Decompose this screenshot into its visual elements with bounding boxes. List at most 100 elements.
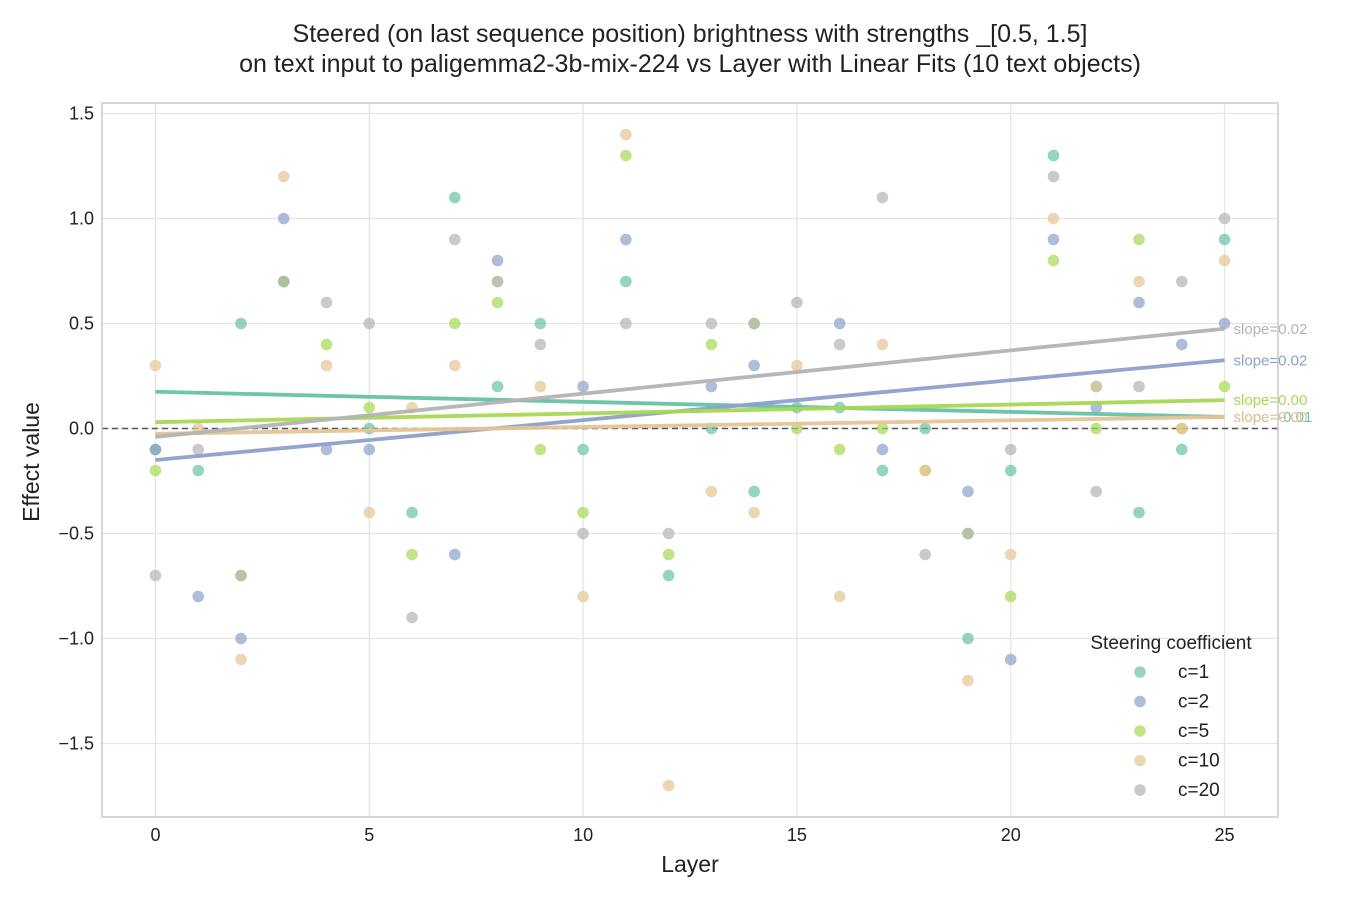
point-c10-0: [149, 359, 162, 372]
x-axis-label: Layer: [661, 851, 719, 877]
slope-label-c20: slope=0.02: [1234, 321, 1308, 338]
point-c1-24: [1218, 233, 1231, 246]
point-c20-8: [491, 275, 504, 288]
point-c20-12: [662, 527, 675, 540]
x-tick-label-4: 20: [1001, 825, 1021, 845]
point-c5-15: [833, 443, 846, 456]
point-c20-19: [962, 527, 974, 540]
point-c2-10: [705, 380, 718, 393]
y-tick-labels: −1.5 −1.0 −0.5 0.0 0.5 1.0 1.5: [58, 104, 94, 754]
point-c10-19: [962, 674, 974, 687]
legend: Steering coefficient c=1 c=2 c=5 c=10 c=20: [1090, 633, 1252, 801]
point-c2-13: [876, 443, 889, 456]
point-c20-17: [876, 191, 889, 204]
point-c10-5: [363, 506, 376, 519]
point-c5-8: [534, 443, 547, 456]
chart-title-line-2: on text input to paligemma2-3b-mix-224 v…: [239, 50, 1141, 78]
slope-label-c2: slope=0.02: [1234, 352, 1308, 369]
legend-marker-c20: [1134, 784, 1146, 796]
point-c10-13: [705, 485, 718, 498]
legend-marker-c2: [1134, 695, 1146, 708]
fit-line-c10: [155, 415, 1225, 436]
legend-label-c1: c=1: [1178, 662, 1209, 683]
point-c1-18: [962, 632, 974, 645]
point-c2-12: [833, 317, 846, 330]
point-c1-1: [192, 464, 205, 477]
point-c20-5: [363, 317, 376, 330]
point-c10-2: [235, 653, 247, 666]
point-c10-7: [449, 359, 461, 372]
point-c1-2: [235, 317, 247, 330]
point-c10-21: [1047, 212, 1060, 225]
point-c20-25: [1218, 212, 1231, 225]
point-c10-11: [620, 128, 632, 141]
legend-label-c5: c=5: [1178, 721, 1209, 742]
point-c20-7: [449, 233, 461, 246]
point-c5-20: [1047, 254, 1060, 267]
fit-line-c20: [155, 326, 1225, 439]
point-c5-9: [577, 506, 589, 519]
point-c2-20: [1218, 317, 1231, 330]
x-tick-label-2: 10: [573, 825, 593, 845]
point-c5-22: [1133, 233, 1145, 246]
slope-label-c1: slope=-0.01: [1234, 409, 1313, 426]
x-tick-label-0: 0: [150, 825, 160, 845]
point-c2-4: [320, 443, 333, 456]
point-c2-1: [192, 590, 205, 603]
point-c2-15: [1004, 653, 1017, 666]
point-c1-5: [406, 506, 418, 519]
point-c2-9: [620, 233, 632, 246]
point-c20-20: [1004, 443, 1017, 456]
point-c20-15: [791, 296, 803, 309]
legend-label-c2: c=2: [1178, 692, 1209, 713]
point-c10-25: [1218, 254, 1231, 267]
point-c2-19: [1175, 338, 1188, 351]
point-c10-15: [791, 359, 803, 372]
y-axis-label: Effect value: [18, 402, 44, 522]
legend-marker-c1: [1134, 666, 1146, 678]
point-c10-24: [1175, 422, 1188, 435]
point-c10-3: [277, 170, 290, 183]
point-c20-16: [833, 338, 846, 351]
scatter-points: [149, 128, 1231, 792]
point-c20-0: [149, 569, 162, 582]
x-tick-label-1: 5: [364, 825, 374, 845]
legend-marker-c5: [1134, 725, 1146, 737]
y-tick-label-4: 0.5: [69, 314, 94, 334]
slope-label-c10: slope=0.00: [1234, 409, 1308, 426]
point-c20-11: [620, 317, 632, 330]
slope-labels: slope=-0.01slope=0.02slope=0.00slope=0.0…: [1234, 321, 1313, 426]
point-c2-7: [491, 254, 504, 267]
point-c10-23: [1133, 275, 1145, 288]
point-c2-6: [449, 548, 461, 561]
legend-label-c10: c=10: [1178, 751, 1220, 772]
fit-lines: [155, 326, 1225, 462]
point-c5-0: [149, 464, 162, 477]
point-c2-0: [149, 443, 162, 456]
y-tick-label-5: 1.0: [69, 209, 94, 229]
point-c2-5: [363, 443, 376, 456]
point-c10-20: [1004, 548, 1017, 561]
point-c20-2: [235, 569, 247, 582]
legend-title: Steering coefficient: [1090, 633, 1252, 654]
x-tick-label-5: 25: [1215, 825, 1235, 845]
fit-line-c1: [155, 389, 1225, 419]
y-tick-label-2: −0.5: [58, 524, 94, 544]
legend-marker-c10: [1134, 754, 1146, 767]
point-c10-10: [577, 590, 589, 603]
point-c20-21: [1047, 170, 1060, 183]
point-c5-7: [491, 296, 504, 309]
point-c20-13: [705, 317, 718, 330]
point-c20-3: [277, 275, 290, 288]
point-c1-13: [748, 485, 760, 498]
point-c20-9: [534, 338, 547, 351]
point-c5-3: [320, 338, 333, 351]
point-c5-10: [620, 149, 632, 162]
y-tick-label-1: −1.0: [58, 629, 94, 649]
point-c2-8: [577, 380, 589, 393]
point-c20-10: [577, 527, 589, 540]
slope-label-c5: slope=0.00: [1234, 392, 1308, 409]
point-c1-17: [919, 422, 931, 435]
point-c2-2: [235, 632, 247, 645]
